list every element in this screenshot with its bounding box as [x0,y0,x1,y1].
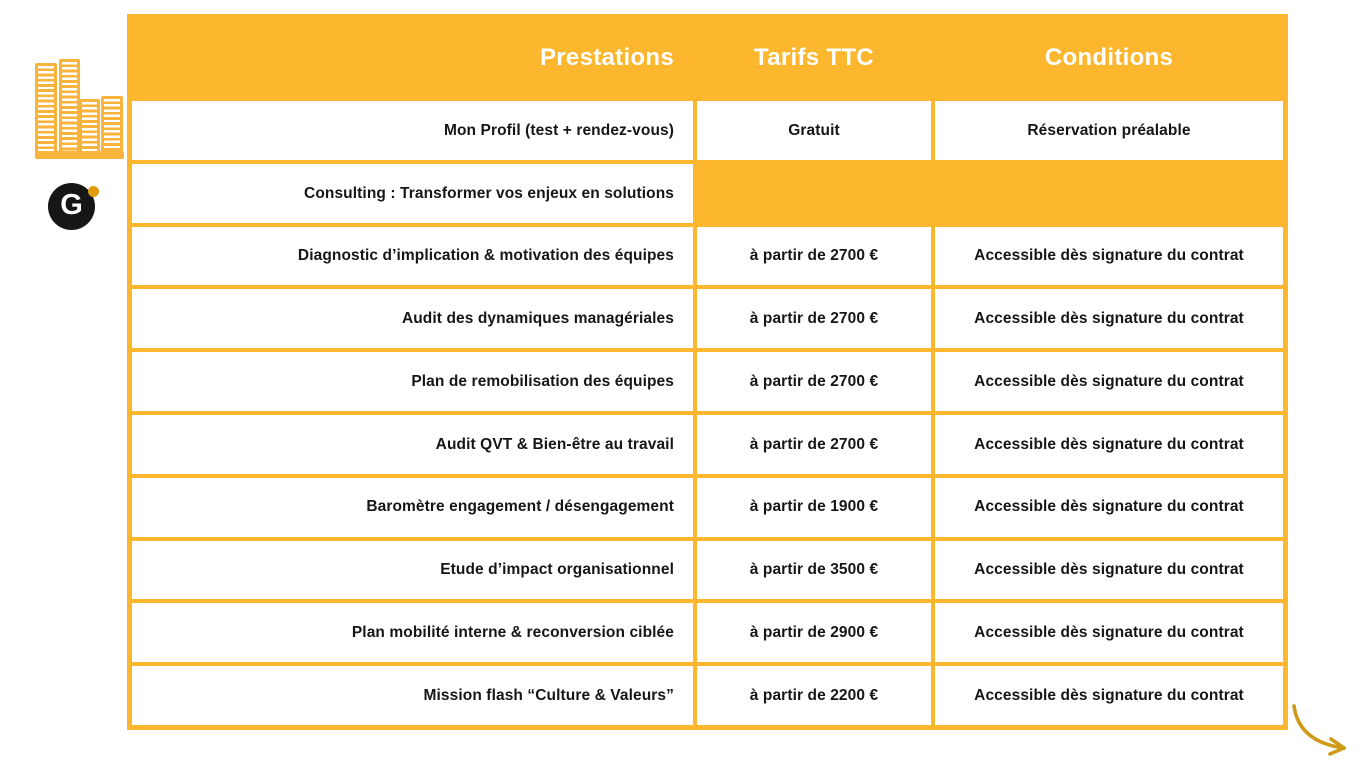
tarif-cell: à partir de 2700 € [697,226,931,286]
prestation-cell: Plan de remobilisation des équipes [132,352,693,411]
tarif-cell: à partir de 2200 € [697,666,931,725]
g-letter: G [60,189,83,221]
condition-cell: Accessible dès signature du contrat [935,477,1283,537]
table-row: Plan mobilité interne & reconversion cib… [132,603,1283,663]
condition-cell: Accessible dès signature du contrat [935,540,1283,600]
prestation-cell: Diagnostic d’implication & motivation de… [132,226,693,286]
building-tower [79,99,100,155]
condition-cell: Réservation préalable [935,101,1283,160]
g-monogram-logo: G [48,183,99,230]
prestation-cell: Plan mobilité interne & reconversion cib… [132,603,693,663]
tarif-cell: à partir de 2700 € [697,289,931,349]
tarif-cell: à partir de 1900 € [697,477,931,537]
table-row: Audit des dynamiques managériales à parti… [132,289,1283,349]
condition-cell: Accessible dès signature du contrat [935,226,1283,286]
table-row: Mon Profil (test + rendez-vous) Gratuit Ré… [132,101,1283,160]
table-row: Audit QVT & Bien-être au travail à partir… [132,414,1283,474]
tarif-cell: à partir de 2700 € [697,352,931,411]
brand-logos: G [35,55,130,240]
buildings-icon [35,55,127,165]
tarif-cell: Gratuit [697,101,931,160]
condition-cell: Accessible dès signature du contrat [935,666,1283,725]
header-prestations: Prestations [539,44,674,71]
prestation-cell: Consulting : Transformer vos enjeux en s… [132,163,693,223]
building-tower [35,63,57,155]
building-baseline [35,151,124,159]
header-tarifs-ttc: Tarifs TTC [754,44,874,71]
table-row: Baromètre engagement / désengagement à pa… [132,477,1283,537]
building-tower [101,96,123,155]
condition-cell: Accessible dès signature du contrat [935,289,1283,349]
header-conditions: Conditions [1044,44,1174,71]
building-tower [59,59,80,155]
table-row: Etude d’impact organisationnel à partir d… [132,540,1283,600]
condition-cell: Accessible dès signature du contrat [935,603,1283,663]
prestation-cell: Baromètre engagement / désengagement [132,477,693,537]
section-row: Consulting : Transformer vos enjeux en s… [132,163,1283,223]
table-row: Diagnostic d’implication & motivation de… [132,226,1283,286]
tarif-cell: à partir de 2700 € [697,414,931,474]
table-row: Plan de remobilisation des équipes à part… [132,352,1283,411]
table-row: Mission flash “Culture & Valeurs” à parti… [132,666,1283,725]
condition-cell: Accessible dès signature du contrat [935,414,1283,474]
prestation-cell: Etude d’impact organisationnel [132,540,693,600]
curved-arrow-icon [1292,704,1346,756]
prestation-cell: Mon Profil (test + rendez-vous) [132,101,693,160]
prestation-cell: Audit QVT & Bien-être au travail [132,414,693,474]
prestation-cell: Audit des dynamiques managériales [132,289,693,349]
prestation-cell: Mission flash “Culture & Valeurs” [132,666,693,725]
pricing-table: Prestations Tarifs TTC Conditions Mon Pr… [127,14,1288,730]
condition-cell: Accessible dès signature du contrat [935,352,1283,411]
condition-cell [935,164,1283,223]
table-header-row: Prestations Tarifs TTC Conditions [132,19,1283,97]
tarif-cell: à partir de 3500 € [697,540,931,600]
g-logo-dot-icon [88,186,99,197]
tarif-cell [697,164,931,223]
tarif-cell: à partir de 2900 € [697,603,931,663]
